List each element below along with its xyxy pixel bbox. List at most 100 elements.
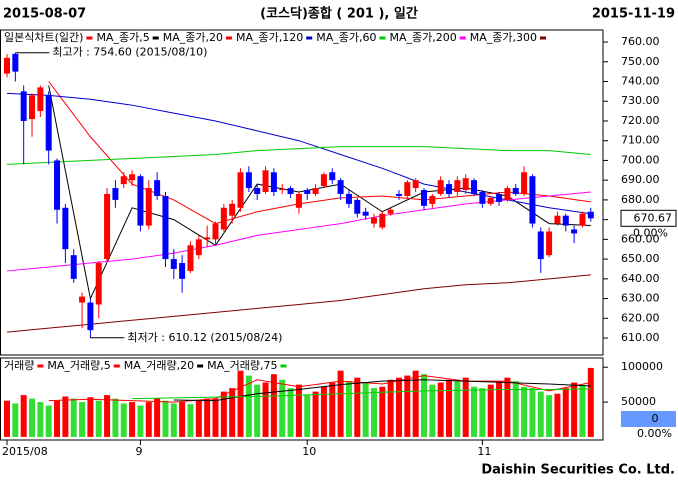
- volume-bar: [421, 374, 427, 437]
- last-price: 670.67: [634, 211, 673, 224]
- candle-body: [70, 255, 77, 279]
- candle-body: [279, 189, 286, 191]
- volume-bar: [487, 384, 494, 437]
- last-volume-change: 0.00%: [637, 427, 672, 440]
- candle-body: [304, 190, 311, 194]
- y-tick-label: 730.00: [621, 94, 660, 107]
- volume-bar: [112, 398, 119, 437]
- volume-bar: [37, 402, 44, 437]
- volume-bar: [404, 375, 411, 437]
- volume-bar: [312, 391, 319, 437]
- candle-body: [345, 193, 352, 204]
- candle-body: [287, 188, 294, 194]
- volume-bar: [512, 381, 519, 437]
- candle-body: [20, 91, 27, 121]
- volume-bar: [29, 398, 36, 437]
- volume-bar: [220, 391, 227, 437]
- volume-bar: [529, 388, 536, 437]
- volume-bar: [204, 398, 211, 437]
- start-date: 2015-08-07: [3, 7, 86, 22]
- volume-bar: [145, 402, 152, 437]
- volume-bar: [4, 400, 10, 437]
- volume-bar: [337, 370, 344, 437]
- y-tick-label: 610.00: [621, 331, 660, 344]
- candle-body: [454, 180, 461, 193]
- candle-body: [362, 211, 369, 216]
- volume-bar: [295, 384, 302, 437]
- candle-body: [104, 193, 111, 260]
- candle-body: [421, 190, 427, 206]
- volume-bar: [504, 377, 511, 437]
- legend-label: MA_거래량,5: [47, 359, 110, 372]
- candle-body: [154, 180, 161, 196]
- candle-body: [79, 296, 86, 303]
- candle-body: [45, 95, 52, 151]
- volume-bar: [320, 386, 327, 437]
- candle-body: [212, 223, 219, 240]
- last-price-box: [620, 209, 677, 227]
- volume-bar: [379, 386, 386, 437]
- y-tick-label: 720.00: [621, 114, 660, 127]
- candle-body: [270, 172, 277, 193]
- volume-bar: [170, 403, 177, 437]
- candle-body: [145, 188, 152, 226]
- candle-body: [129, 174, 136, 181]
- legend-label: 거래량: [4, 359, 34, 372]
- volume-bar: [387, 379, 394, 437]
- candle-body: [237, 172, 244, 208]
- volume-bar: [162, 400, 169, 437]
- candle-body: [195, 239, 202, 256]
- candle-body: [229, 203, 236, 216]
- candle-body: [87, 302, 94, 331]
- volume-bar: [12, 403, 19, 437]
- candle-body: [429, 195, 436, 204]
- ma-line: [132, 388, 591, 400]
- volume-bar: [496, 381, 503, 437]
- volume-bar: [262, 382, 269, 437]
- candle-body: [546, 231, 553, 256]
- volume-bar: [154, 398, 161, 437]
- volume-bar: [554, 393, 561, 437]
- volume-bar: [304, 395, 311, 437]
- candle-body: [120, 176, 127, 185]
- candle-body: [295, 193, 302, 208]
- ma-line: [6, 146, 591, 165]
- legend-label: MA_종가,300: [470, 31, 537, 44]
- legend-label: MA_종가,60: [316, 31, 376, 44]
- volume-bar: [479, 388, 486, 437]
- candle-body: [412, 180, 419, 189]
- candle-body: [529, 176, 536, 224]
- y-tick-label: 660.00: [621, 232, 660, 245]
- candle-body: [204, 237, 211, 240]
- volume-bar: [579, 384, 586, 437]
- ma-line: [48, 375, 591, 403]
- candle-body: [220, 207, 227, 230]
- candle-body: [504, 188, 511, 200]
- candle-body: [462, 178, 469, 191]
- volume-bar: [571, 382, 578, 437]
- candle-body: [37, 87, 44, 112]
- candle-body: [62, 207, 69, 250]
- volume-bar: [70, 398, 77, 437]
- x-tick-label: 9: [135, 445, 142, 458]
- y-tick-label: 650.00: [621, 252, 660, 265]
- candle-body: [179, 263, 186, 279]
- y-tick-label: 680.00: [621, 193, 660, 206]
- y-tick-label: 760.00: [621, 35, 660, 48]
- y-tick-label: 710.00: [621, 134, 660, 147]
- volume-bar: [270, 374, 277, 437]
- y-tick-label: 700.00: [621, 153, 660, 166]
- volume-bar: [229, 388, 236, 437]
- volume-bar: [521, 386, 528, 437]
- volume-bar: [546, 395, 553, 437]
- last-volume-box: [621, 411, 676, 427]
- volume-bar: [462, 377, 469, 437]
- volume-bar: [104, 395, 111, 437]
- volume-bar: [45, 405, 52, 437]
- candle-body: [554, 215, 561, 224]
- candle-body: [579, 213, 586, 226]
- y-tick-label: 630.00: [621, 292, 660, 305]
- volume-bar: [237, 370, 244, 437]
- volume-bar: [437, 382, 444, 437]
- volume-bar: [587, 367, 594, 437]
